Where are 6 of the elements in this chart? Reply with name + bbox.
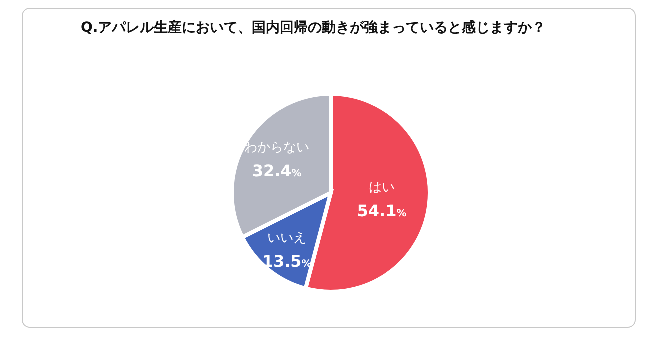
slice-label: はい — [369, 180, 396, 196]
slice-label: いいえ — [268, 231, 307, 246]
chart-title: Q.アパレル生産において、国内回帰の動きが強まっていると感じますか？ — [81, 19, 546, 37]
data-label: 54.1% — [357, 202, 407, 221]
data-label: 32.4% — [252, 162, 302, 181]
slice-label: わからない — [244, 140, 310, 156]
